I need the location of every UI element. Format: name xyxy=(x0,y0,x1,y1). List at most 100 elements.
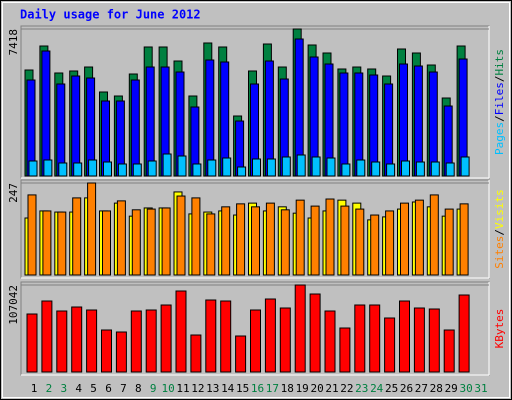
x-tick-label: 11 xyxy=(176,382,189,395)
bar xyxy=(41,50,51,177)
bar xyxy=(339,72,349,177)
bar xyxy=(86,309,98,373)
bar xyxy=(88,159,98,177)
bar xyxy=(355,208,365,276)
bar xyxy=(384,83,394,177)
legend-separator: / xyxy=(493,76,506,83)
bar xyxy=(370,214,380,276)
x-tick-label: 31 xyxy=(474,382,487,395)
bar xyxy=(295,199,305,276)
bar xyxy=(71,75,81,177)
bar xyxy=(192,163,202,177)
x-tick-label: 12 xyxy=(191,382,204,395)
bar xyxy=(310,205,320,276)
bar xyxy=(28,160,38,177)
bar xyxy=(400,202,409,276)
x-tick-label: 14 xyxy=(221,382,235,395)
bar xyxy=(147,160,157,177)
bar xyxy=(458,294,470,373)
bar xyxy=(222,157,232,177)
bar xyxy=(56,83,66,177)
x-tick-label: 28 xyxy=(430,382,443,395)
bar xyxy=(130,79,140,177)
x-tick-label: 19 xyxy=(296,382,309,395)
bar xyxy=(146,208,156,276)
bar xyxy=(443,329,455,373)
bar xyxy=(71,306,83,373)
bar xyxy=(413,307,425,373)
bar xyxy=(264,298,276,373)
bar xyxy=(205,59,215,177)
legend-separator: / xyxy=(493,229,506,236)
bar xyxy=(101,329,112,373)
x-tick-label: 20 xyxy=(310,382,323,395)
bar xyxy=(326,157,336,177)
x-tick-label: 15 xyxy=(236,382,249,395)
legend-entry: Files xyxy=(493,82,506,115)
bar xyxy=(399,63,408,177)
bar xyxy=(190,334,202,373)
x-tick-label: 7 xyxy=(120,382,127,395)
legend-entry: KBytes xyxy=(493,309,506,349)
legend: Pages/Files/Hits xyxy=(493,49,506,155)
x-tick-label: 27 xyxy=(415,382,428,395)
bar xyxy=(43,159,53,177)
bar xyxy=(385,210,395,276)
x-tick-label: 21 xyxy=(325,382,338,395)
bar xyxy=(281,156,291,177)
x-tick-label: 25 xyxy=(385,382,398,395)
bar xyxy=(162,153,172,177)
bar xyxy=(27,194,37,276)
bar xyxy=(339,327,351,373)
legend-entry: Sites xyxy=(493,236,506,269)
bar xyxy=(115,331,127,373)
x-tick-label: 8 xyxy=(135,382,142,395)
bar xyxy=(429,194,439,276)
bar xyxy=(371,161,381,177)
bar xyxy=(145,66,155,177)
legend-entry: Hits xyxy=(493,49,506,76)
bar xyxy=(103,161,112,177)
bar xyxy=(116,200,126,276)
bar xyxy=(176,195,186,276)
bar xyxy=(57,211,67,276)
bar xyxy=(356,159,366,177)
legend-entry: Pages xyxy=(493,122,506,155)
y-tick-label: 247 xyxy=(7,183,20,203)
bar xyxy=(221,206,231,276)
x-tick-label: 10 xyxy=(161,382,174,395)
bar xyxy=(428,71,438,177)
bar xyxy=(413,65,423,177)
bar xyxy=(445,162,455,177)
bar xyxy=(56,310,68,373)
bar xyxy=(341,163,351,177)
bar xyxy=(369,304,381,373)
bar xyxy=(207,159,217,177)
bar xyxy=(401,160,410,177)
bar xyxy=(459,203,469,276)
legend-entry: Visits xyxy=(493,189,506,229)
bar xyxy=(460,156,470,177)
bar xyxy=(430,161,440,177)
x-tick-label: 24 xyxy=(370,382,384,395)
x-tick-label: 13 xyxy=(206,382,219,395)
bar xyxy=(72,197,82,276)
bar xyxy=(354,304,366,373)
bar xyxy=(42,210,52,276)
x-tick-label: 2 xyxy=(46,382,53,395)
bar xyxy=(384,317,396,373)
bar xyxy=(296,154,306,177)
bar xyxy=(206,213,216,276)
bar xyxy=(41,300,53,373)
bar xyxy=(414,199,424,276)
bar xyxy=(369,74,379,177)
bar xyxy=(175,290,187,373)
x-tick-label: 22 xyxy=(340,382,353,395)
x-tick-label: 1 xyxy=(31,382,38,395)
x-tick-label: 18 xyxy=(281,382,294,395)
bar xyxy=(161,207,171,276)
bar xyxy=(280,209,290,276)
